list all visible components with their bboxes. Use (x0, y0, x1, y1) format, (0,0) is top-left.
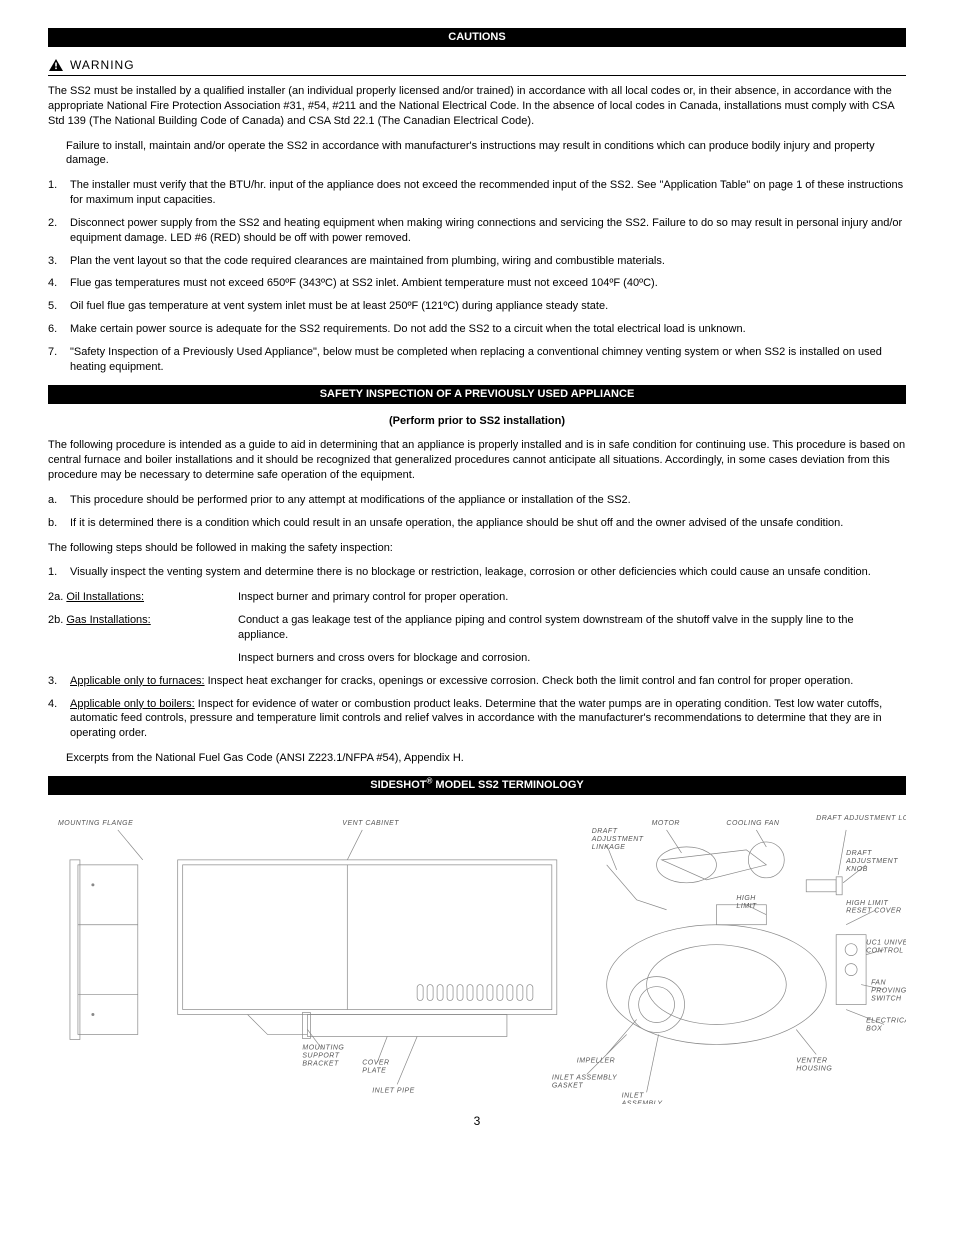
cautions-bar: CAUTIONS (48, 28, 906, 47)
lbl-motor: MOTOR (652, 820, 680, 827)
lbl-draft-linkage: DRAFTADJUSTMENTLINKAGE (591, 828, 644, 851)
list-body: If it is determined there is a condition… (70, 516, 906, 531)
list-body: Applicable only to boilers: Inspect for … (70, 697, 906, 742)
list-num: 4. (48, 697, 70, 742)
failure-paragraph: Failure to install, maintain and/or oper… (66, 139, 906, 169)
warning-label: WARNING (70, 57, 135, 73)
list-body: Visually inspect the venting system and … (70, 565, 906, 580)
step2b-label: Gas Installations: (66, 614, 150, 626)
intro-paragraph: The SS2 must be installed by a qualified… (48, 84, 906, 129)
list-num: 5. (48, 299, 70, 314)
step2a-body: Inspect burner and primary control for p… (238, 590, 906, 605)
lbl-electrical-box: ELECTRICALBOX (866, 1017, 906, 1032)
lbl-draft-knob: DRAFTADJUSTMENTKNOB (845, 850, 898, 873)
lbl-cover-plate: COVERPLATE (362, 1059, 389, 1074)
safety-ab-list: a.This procedure should be performed pri… (48, 493, 906, 531)
list-num: 1. (48, 565, 70, 580)
lbl-inlet-assembly: INLETASSEMBLY (621, 1092, 664, 1104)
list-body: This procedure should be performed prior… (70, 493, 906, 508)
list-num: 1. (48, 178, 70, 208)
cautions-list: 1.The installer must verify that the BTU… (48, 178, 906, 374)
safety-steps: 1.Visually inspect the venting system an… (48, 565, 906, 580)
page-number: 3 (48, 1113, 906, 1129)
lbl-mounting-support: MOUNTINGSUPPORTBRACKET (302, 1044, 344, 1067)
terminology-bar: SIDESHOT® MODEL SS2 TERMINOLOGY (48, 776, 906, 795)
lbl-impeller: IMPELLER (577, 1057, 615, 1064)
list-body: The installer must verify that the BTU/h… (70, 178, 906, 208)
list-body: Plan the vent layout so that the code re… (70, 254, 906, 269)
warning-icon (48, 58, 64, 72)
lbl-draft-lock-nut: DRAFT ADJUSTMENT LOCK NUT (816, 815, 906, 822)
lbl-high-limit-cover: HIGH LIMITRESET COVER (846, 899, 901, 914)
step3-4: 3.Applicable only to furnaces: Inspect h… (48, 674, 906, 741)
list-num: 7. (48, 345, 70, 375)
list-num: 3. (48, 674, 70, 689)
safety-following: The following steps should be followed i… (48, 541, 906, 556)
step2b-body2: Inspect burners and cross overs for bloc… (238, 651, 906, 666)
list-num: 4. (48, 276, 70, 291)
terminology-diagram: MOUNTING FLANGE VENT CABINET MOTOR COOLI… (48, 805, 906, 1109)
lbl-venter-housing: VENTERHOUSING (796, 1057, 832, 1072)
excerpts: Excerpts from the National Fuel Gas Code… (66, 751, 906, 766)
lbl-inlet-pipe: INLET PIPE (372, 1087, 415, 1094)
safety-intro: The following procedure is intended as a… (48, 438, 906, 483)
lbl-mounting-flange: MOUNTING FLANGE (58, 820, 133, 827)
warning-header: WARNING (48, 57, 906, 76)
list-body: Oil fuel flue gas temperature at vent sy… (70, 299, 906, 314)
list-body: Disconnect power supply from the SS2 and… (70, 216, 906, 246)
list-body: Applicable only to furnaces: Inspect hea… (70, 674, 906, 689)
list-num: b. (48, 516, 70, 531)
perform-prior: (Perform prior to SS2 installation) (48, 414, 906, 429)
step-2a: 2a. Oil Installations: Inspect burner an… (48, 590, 906, 605)
safety-bar: SAFETY INSPECTION OF A PREVIOUSLY USED A… (48, 385, 906, 404)
list-body: "Safety Inspection of a Previously Used … (70, 345, 906, 375)
lbl-fan-proving: FANPROVINGSWITCH (871, 979, 906, 1002)
diagram-svg: MOUNTING FLANGE VENT CABINET MOTOR COOLI… (48, 805, 906, 1104)
lbl-inlet-gasket: INLET ASSEMBLYGASKET (552, 1074, 618, 1089)
step-2b: 2b. Gas Installations: Conduct a gas lea… (48, 613, 906, 643)
lbl-cooling-fan: COOLING FAN (726, 820, 779, 827)
list-body: Flue gas temperatures must not exceed 65… (70, 276, 906, 291)
step-2b-cont: Inspect burners and cross overs for bloc… (48, 651, 906, 666)
lbl-uc1: UC1 UNIVERSALCONTROL BOARD (866, 939, 906, 954)
step2a-label: Oil Installations: (66, 591, 144, 603)
list-num: 6. (48, 322, 70, 337)
list-body: Make certain power source is adequate fo… (70, 322, 906, 337)
lbl-vent-cabinet: VENT CABINET (342, 820, 399, 827)
list-num: 2. (48, 216, 70, 246)
list-num: a. (48, 493, 70, 508)
lbl-high-limit: HIGHLIMIT (736, 894, 757, 909)
list-num: 3. (48, 254, 70, 269)
step2b-body1: Conduct a gas leakage test of the applia… (238, 613, 906, 643)
